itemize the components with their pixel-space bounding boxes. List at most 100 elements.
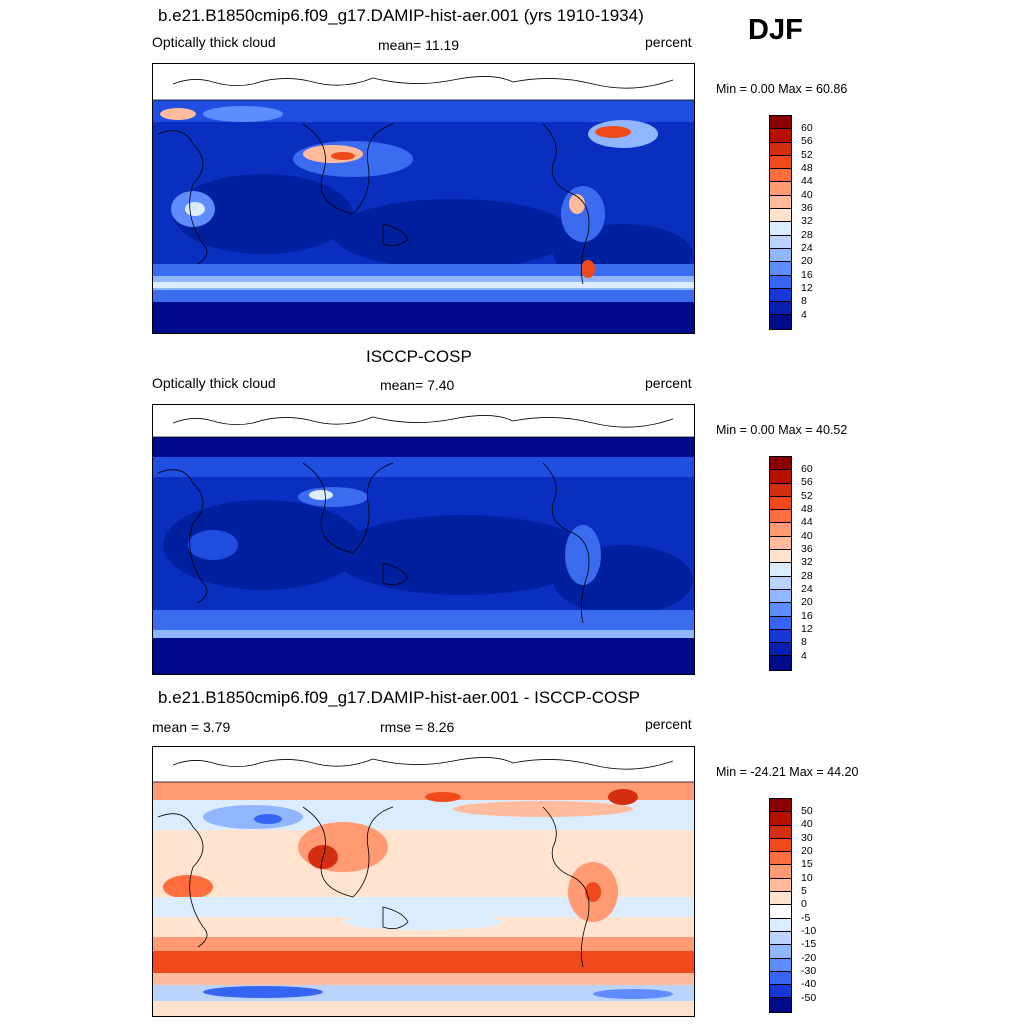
colorbar-swatch: [770, 248, 791, 263]
colorbar-swatch: [770, 262, 791, 276]
colorbar-tick-label: 40: [801, 189, 813, 201]
colorbar-tick-label: 44: [801, 516, 813, 528]
colorbar-swatch: [770, 142, 791, 156]
panel-1-mean-label: mean= 11.19: [378, 37, 460, 53]
colorbar-swatch: [770, 905, 791, 919]
colorbar-swatch: [770, 315, 791, 329]
colorbar-swatch: [770, 865, 791, 879]
colorbar-tick-label: 52: [801, 149, 813, 161]
panel-3-title: b.e21.B1850cmip6.f09_g17.DAMIP-hist-aer.…: [158, 688, 640, 707]
colorbar-tick-label: 0: [801, 898, 807, 910]
panel-2-map: [152, 404, 695, 675]
panel-1-map: [152, 63, 695, 334]
colorbar-tick-label: 56: [801, 476, 813, 488]
panel-1-units-label: percent: [645, 34, 692, 50]
panel-1-title: b.e21.B1850cmip6.f09_g17.DAMIP-hist-aer.…: [158, 6, 644, 25]
colorbar-tick-label: 20: [801, 845, 813, 857]
colorbar-tick-label: 40: [801, 530, 813, 542]
colorbar-tick-label: 44: [801, 175, 813, 187]
colorbar-swatch: [770, 496, 791, 511]
colorbar-swatch: [770, 235, 791, 249]
panel-3-minmax: Min = -24.21 Max = 44.20: [716, 765, 859, 779]
colorbar-tick-label: 60: [801, 463, 813, 475]
panel-1-variable-label: Optically thick cloud: [152, 34, 276, 50]
colorbar-swatch: [770, 629, 791, 644]
colorbar-swatch: [770, 550, 791, 564]
colorbar-tick-label: 60: [801, 122, 813, 134]
colorbar-swatch: [770, 483, 791, 497]
colorbar-tick-label: 36: [801, 202, 813, 214]
colorbar-swatch: [770, 945, 791, 959]
colorbar-tick-label: 24: [801, 242, 813, 254]
colorbar-swatch: [770, 129, 791, 143]
panel-3-units-label: percent: [645, 716, 692, 732]
colorbar-tick-label: 16: [801, 610, 813, 622]
colorbar-swatch: [770, 116, 791, 130]
colorbar-swatch: [770, 878, 791, 893]
colorbar-tick-label: -10: [801, 925, 817, 937]
colorbar-swatch: [770, 918, 791, 932]
colorbar-swatch: [770, 457, 791, 471]
colorbar-tick-label: 28: [801, 229, 813, 241]
colorbar-tick-label: -15: [801, 938, 817, 950]
panel-2-minmax: Min = 0.00 Max = 40.52: [716, 423, 848, 437]
colorbar-swatch: [770, 222, 791, 236]
colorbar-tick-label: 50: [801, 805, 813, 817]
colorbar-tick-label: 24: [801, 583, 813, 595]
colorbar-tick-label: 30: [801, 832, 813, 844]
colorbar-swatch: [770, 182, 791, 196]
panel-3-rmse-label: rmse = 8.26: [380, 719, 455, 735]
colorbar-swatch: [770, 510, 791, 524]
colorbar-swatch: [770, 209, 791, 223]
panel-1-minmax: Min = 0.00 Max = 60.86: [716, 82, 848, 96]
panel-2-mean-label: mean= 7.40: [380, 377, 455, 393]
colorbar-tick-label: 8: [801, 295, 807, 307]
season-label: DJF: [748, 14, 803, 46]
colorbar-swatch: [770, 288, 791, 303]
colorbar-swatch: [770, 971, 791, 986]
colorbar-tick-label: 12: [801, 282, 813, 294]
colorbar-swatch: [770, 838, 791, 853]
colorbar-tick-label: 40: [801, 818, 813, 830]
colorbar-tick-label: 56: [801, 135, 813, 147]
colorbar-tick-label: 4: [801, 650, 807, 662]
colorbar-tick-label: 48: [801, 162, 813, 174]
colorbar-tick-label: 4: [801, 309, 807, 321]
colorbar-tick-label: -5: [801, 912, 811, 924]
colorbar-swatch: [770, 892, 791, 906]
colorbar-tick-label: 32: [801, 215, 813, 227]
colorbar-tick-label: 52: [801, 490, 813, 502]
colorbar-swatch: [770, 563, 791, 577]
colorbar-swatch: [770, 656, 791, 670]
colorbar-tick-label: 20: [801, 596, 813, 608]
colorbar-tick-label: 16: [801, 269, 813, 281]
colorbar-swatch: [770, 302, 791, 316]
colorbar-tick-label: 15: [801, 858, 813, 870]
colorbar-tick-label: 48: [801, 503, 813, 515]
colorbar-swatch: [770, 589, 791, 604]
colorbar-tick-label: 8: [801, 636, 807, 648]
colorbar-swatch: [770, 998, 791, 1012]
colorbar-tick-label: 36: [801, 543, 813, 555]
colorbar-swatch: [770, 470, 791, 484]
panel-3-map: [152, 746, 695, 1017]
colorbar-tick-label: 28: [801, 570, 813, 582]
colorbar-swatch: [770, 275, 791, 289]
colorbar-tick-label: -30: [801, 965, 817, 977]
colorbar-swatch: [770, 616, 791, 630]
colorbar-swatch: [770, 852, 791, 866]
colorbar-swatch: [770, 812, 791, 826]
colorbar-swatch: [770, 643, 791, 657]
panel-3-mean-label: mean = 3.79: [152, 719, 231, 735]
colorbar-swatch: [770, 576, 791, 590]
colorbar-tick-label: 10: [801, 872, 813, 884]
colorbar-tick-label: 5: [801, 885, 807, 897]
colorbar-swatch: [770, 536, 791, 551]
colorbar-tick-label: -40: [801, 978, 817, 990]
colorbar-swatch: [770, 985, 791, 999]
panel-2-units-label: percent: [645, 375, 692, 391]
colorbar-tick-label: 20: [801, 255, 813, 267]
colorbar-swatch: [770, 799, 791, 813]
colorbar-swatch: [770, 195, 791, 210]
panel-2-title: ISCCP-COSP: [366, 347, 472, 366]
